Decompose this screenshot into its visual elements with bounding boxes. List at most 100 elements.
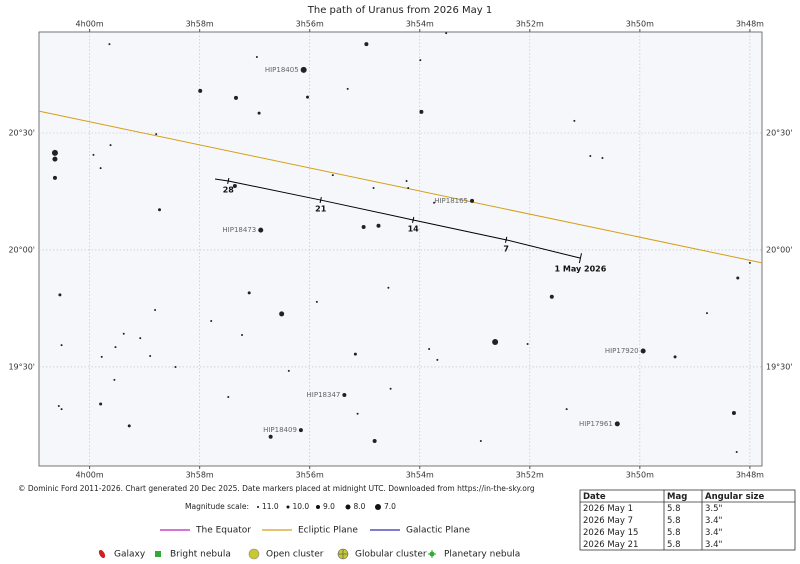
star-label: HIP18165 — [434, 197, 468, 205]
star — [601, 156, 604, 159]
table-cell: 3.4" — [705, 516, 723, 526]
star — [549, 294, 554, 299]
star — [445, 32, 448, 35]
star — [52, 156, 58, 162]
magnitude-dot — [286, 505, 290, 509]
table-header: Angular size — [705, 492, 764, 502]
star — [298, 428, 303, 433]
star — [589, 155, 592, 157]
table-cell: 3.4" — [705, 528, 723, 538]
star — [479, 440, 482, 443]
table-cell: 5.8 — [667, 504, 681, 514]
y-tick-label: 20°00' — [766, 245, 793, 254]
globular-cluster-cross — [338, 549, 348, 559]
x-tick-label: 3h56m — [296, 20, 324, 29]
star — [247, 291, 251, 295]
star — [331, 174, 334, 177]
star — [122, 332, 125, 335]
table-cell: 2026 May 21 — [583, 540, 638, 550]
table-cell: 2026 May 7 — [583, 516, 633, 526]
star — [51, 149, 58, 156]
date-label: 28 — [223, 185, 235, 194]
star — [99, 402, 103, 406]
x-tick-label: 4h00m — [76, 471, 104, 480]
star — [210, 319, 213, 322]
x-tick-label: 3h50m — [626, 471, 654, 480]
star — [158, 208, 161, 212]
magnitude-label: 7.0 — [384, 502, 396, 511]
star — [227, 395, 230, 398]
table-cell: 5.8 — [667, 528, 681, 538]
x-tick-label: 3h52m — [516, 471, 544, 480]
star — [232, 184, 237, 189]
magnitude-label: 8.0 — [354, 502, 366, 511]
star-label: HIP18473 — [222, 226, 256, 234]
nebula-icon — [155, 551, 161, 557]
table-cell: 2026 May 1 — [583, 504, 633, 514]
star — [114, 346, 117, 349]
star — [279, 311, 285, 317]
star — [100, 355, 103, 358]
star — [287, 369, 290, 372]
ephemeris-table: Date Mag Angular size 2026 May 1 5.8 3.5" 2026… — [579, 489, 796, 551]
magnitude-label: 9.0 — [323, 502, 335, 511]
star — [565, 408, 568, 411]
star — [372, 439, 377, 444]
star — [614, 421, 620, 427]
star — [198, 88, 203, 93]
date-label: 1 May 2026 — [555, 265, 607, 274]
magnitude-dot — [316, 505, 320, 509]
magnitude-dot — [375, 504, 381, 510]
star — [492, 339, 499, 345]
x-tick-label: 3h56m — [296, 471, 324, 480]
y-tick-label: 20°00' — [8, 245, 35, 254]
date-label: 14 — [408, 224, 420, 233]
x-tick-label: 3h58m — [186, 20, 214, 29]
star — [127, 424, 131, 428]
x-tick-label: 3h52m — [516, 20, 544, 29]
magnitude-label: 11.0 — [262, 502, 279, 511]
star — [353, 352, 357, 356]
star — [640, 348, 646, 354]
star — [748, 261, 751, 264]
star — [241, 333, 244, 336]
star — [419, 109, 424, 114]
star — [60, 344, 63, 347]
star — [268, 434, 273, 439]
date-label: 21 — [315, 205, 327, 214]
star-label: HIP18405 — [265, 66, 299, 74]
star — [315, 300, 318, 303]
planetary-nebula-rays — [428, 550, 436, 558]
star — [433, 201, 436, 204]
planet-path — [215, 178, 581, 259]
star — [113, 378, 116, 381]
x-tick-label: 3h58m — [186, 471, 214, 480]
magnitude-dot — [257, 506, 259, 508]
table-cell: 3.5" — [705, 504, 723, 514]
star — [109, 144, 112, 147]
star — [407, 186, 410, 189]
y-tick-label: 20°30' — [766, 128, 793, 137]
star — [139, 337, 142, 340]
ecliptic-line — [38, 110, 763, 264]
star — [387, 286, 390, 289]
star — [364, 42, 369, 47]
star — [376, 223, 381, 228]
star — [174, 365, 177, 368]
star — [470, 198, 475, 203]
date-marker — [578, 253, 582, 264]
star — [428, 348, 431, 351]
magnitude-label: 10.0 — [293, 502, 310, 511]
star — [735, 450, 738, 453]
table-header: Mag — [667, 492, 687, 502]
legend-label: The Equator — [195, 526, 251, 536]
star — [57, 404, 60, 407]
star — [731, 410, 736, 415]
star — [52, 175, 57, 180]
date-marker — [505, 236, 508, 243]
table-header: Date — [583, 492, 606, 502]
star — [255, 55, 258, 58]
date-marker — [412, 216, 415, 223]
galaxy-icon — [98, 549, 106, 559]
